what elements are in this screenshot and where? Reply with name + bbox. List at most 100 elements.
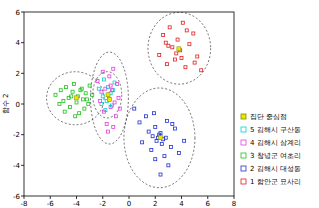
x-tick-label: 8 bbox=[232, 200, 236, 208]
y-tick-label: 4 bbox=[16, 39, 21, 47]
point bbox=[84, 92, 87, 95]
point bbox=[107, 97, 111, 101]
point bbox=[107, 93, 110, 96]
point bbox=[181, 21, 184, 24]
chart: -8-6-4-202468-6-4-20246함수 2집단 중심점5 김해시 구… bbox=[0, 0, 319, 208]
point bbox=[192, 32, 195, 35]
point bbox=[59, 89, 62, 92]
legend-label: 1 함안군 묘사리 bbox=[250, 178, 301, 186]
point bbox=[83, 107, 86, 110]
point bbox=[167, 44, 170, 47]
point bbox=[159, 132, 162, 135]
point bbox=[196, 55, 199, 58]
point bbox=[116, 83, 119, 86]
point bbox=[97, 87, 100, 90]
point bbox=[68, 106, 71, 109]
legend-label: 5 김해시 구산동 bbox=[250, 126, 301, 134]
y-tick bbox=[21, 12, 24, 13]
point bbox=[138, 121, 141, 124]
x-tick bbox=[24, 196, 25, 199]
x-tick bbox=[155, 196, 156, 199]
point bbox=[103, 78, 106, 81]
point bbox=[133, 107, 136, 110]
point bbox=[170, 145, 173, 148]
point bbox=[72, 83, 75, 86]
point bbox=[112, 126, 115, 129]
legend-label: 3 창녕군 여초리 bbox=[250, 152, 301, 160]
point bbox=[163, 155, 166, 158]
point bbox=[164, 136, 167, 139]
point bbox=[82, 98, 85, 101]
cluster-ellipse bbox=[124, 88, 195, 188]
cluster-ellipse bbox=[148, 12, 211, 84]
point bbox=[158, 53, 161, 56]
point bbox=[155, 139, 158, 142]
x-tick bbox=[76, 196, 77, 199]
point bbox=[100, 90, 103, 93]
point bbox=[159, 173, 162, 176]
legend-label: 2 김해시 대성동 bbox=[250, 165, 301, 173]
y-tick-label: -4 bbox=[13, 162, 21, 170]
point bbox=[173, 58, 176, 61]
y-tick bbox=[21, 73, 24, 74]
point bbox=[151, 135, 154, 138]
point bbox=[78, 112, 81, 115]
x-tick-label: 0 bbox=[127, 200, 131, 208]
point bbox=[168, 26, 171, 29]
point bbox=[173, 127, 176, 130]
point bbox=[118, 107, 121, 110]
point bbox=[183, 139, 186, 142]
legend-marker bbox=[241, 114, 246, 119]
point bbox=[62, 99, 65, 102]
legend-label: 집단 중심점 bbox=[250, 113, 287, 121]
legend-marker bbox=[241, 153, 246, 158]
point bbox=[104, 87, 107, 90]
point bbox=[177, 152, 180, 155]
point bbox=[176, 38, 179, 41]
x-tick-label: 2 bbox=[153, 200, 157, 208]
point bbox=[88, 84, 91, 87]
cluster-ellipse bbox=[93, 72, 122, 118]
point bbox=[154, 126, 157, 129]
point bbox=[74, 115, 77, 118]
point bbox=[159, 136, 163, 140]
point bbox=[71, 90, 74, 93]
point bbox=[110, 89, 113, 92]
y-tick bbox=[21, 104, 24, 105]
point bbox=[167, 164, 170, 167]
point bbox=[107, 130, 110, 133]
y-tick bbox=[21, 196, 24, 197]
x-tick bbox=[102, 196, 103, 199]
point bbox=[75, 101, 78, 104]
point bbox=[86, 98, 89, 101]
point bbox=[184, 66, 187, 69]
point bbox=[145, 115, 148, 118]
y-axis-label: 함수 2 bbox=[2, 94, 10, 115]
point bbox=[101, 70, 104, 73]
cluster-ellipse bbox=[91, 52, 129, 144]
point bbox=[75, 96, 79, 100]
point bbox=[109, 106, 112, 109]
y-tick-label: 2 bbox=[16, 70, 20, 78]
legend-label: 4 김해시 삼계리 bbox=[250, 139, 301, 147]
point bbox=[166, 63, 169, 66]
point bbox=[101, 95, 104, 98]
y-tick-label: 0 bbox=[16, 101, 20, 109]
point bbox=[160, 142, 163, 145]
point bbox=[175, 52, 178, 55]
point bbox=[171, 46, 174, 49]
x-tick bbox=[234, 196, 235, 199]
y-tick-label: -2 bbox=[13, 131, 20, 139]
point bbox=[96, 80, 99, 83]
point bbox=[147, 130, 150, 133]
point bbox=[141, 141, 144, 144]
point bbox=[106, 93, 110, 97]
x-tick bbox=[181, 196, 182, 199]
point bbox=[91, 93, 94, 96]
x-tick-label: -8 bbox=[21, 200, 28, 208]
point bbox=[180, 57, 183, 60]
x-tick bbox=[129, 196, 130, 199]
point bbox=[112, 67, 115, 70]
point bbox=[105, 122, 108, 125]
x-tick-label: -4 bbox=[73, 200, 81, 208]
